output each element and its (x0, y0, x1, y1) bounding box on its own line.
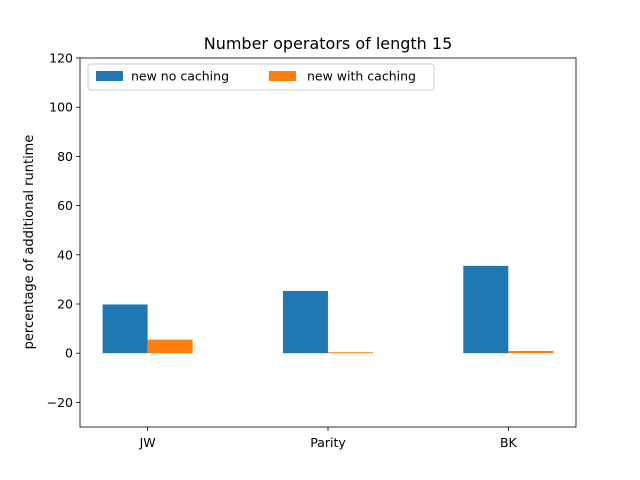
x-tick-label: BK (500, 435, 518, 450)
y-tick-label: 0 (65, 346, 73, 361)
x-tick-label: Parity (310, 435, 346, 450)
legend: new no caching new with caching (87, 63, 435, 91)
y-tick-label: −20 (47, 395, 73, 410)
legend-swatch (269, 71, 296, 81)
y-tick-label: 20 (57, 297, 73, 312)
y-tick-label: 80 (57, 149, 73, 164)
x-tick-label: JW (139, 435, 156, 450)
chart-title: Number operators of length 15 (204, 34, 453, 53)
legend-box (87, 63, 435, 91)
y-tick-label: 40 (57, 247, 73, 262)
bar (463, 265, 509, 354)
bar (147, 339, 193, 354)
legend-label: new no caching (131, 69, 229, 84)
y-tick-label: 60 (57, 198, 73, 213)
plot-area: −20 0 20 40 60 80 100 120 JW Parity BK (47, 51, 577, 450)
axes-frame (79, 57, 577, 428)
legend-label: new with caching (307, 69, 416, 84)
y-tick-label: 120 (49, 51, 73, 66)
y-tick-label: 100 (49, 100, 73, 115)
legend-swatch (96, 71, 123, 81)
bar (282, 290, 328, 354)
bar (102, 304, 148, 354)
y-axis-label: percentage of additional runtime (22, 135, 37, 350)
bar (328, 352, 374, 354)
bar (508, 350, 554, 354)
